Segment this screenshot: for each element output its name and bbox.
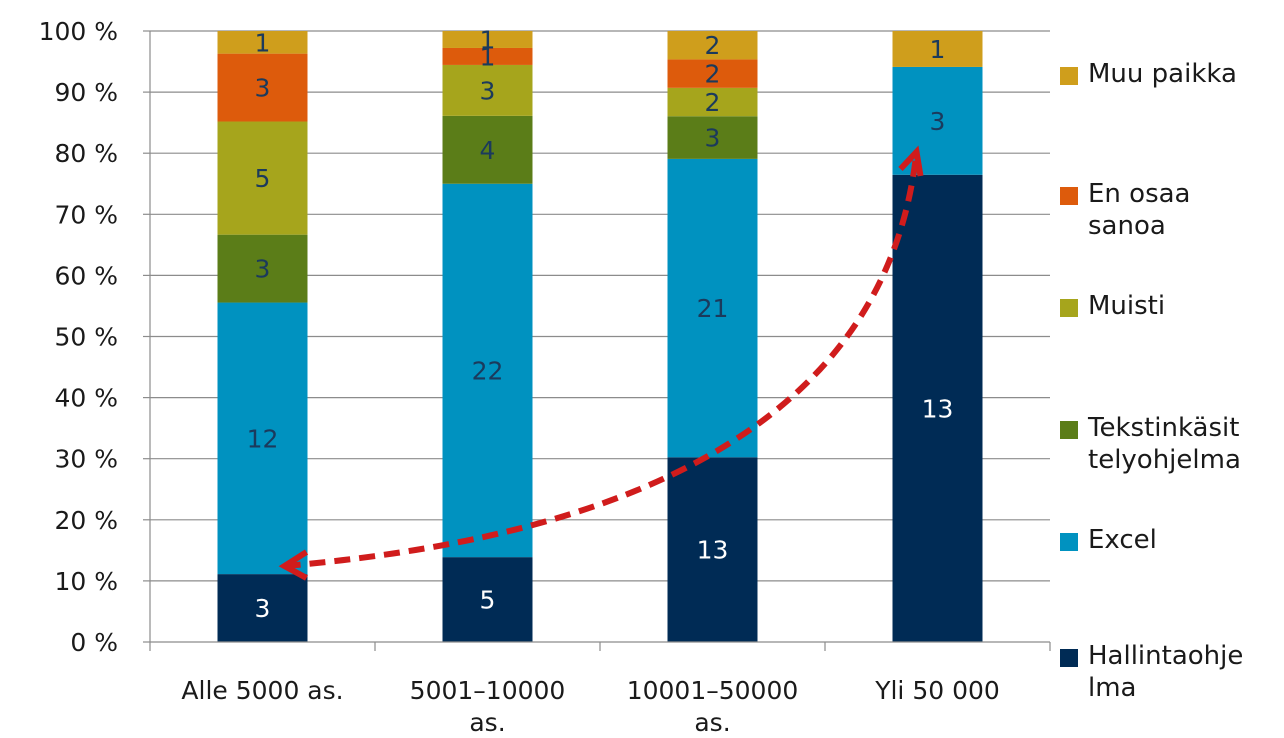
bar-value-label: 3 <box>255 594 271 623</box>
arrow-head-right <box>898 145 924 177</box>
bar-segment <box>442 31 533 48</box>
x-tick-label: 10001–50000 as. <box>627 676 799 737</box>
x-tick-label: 5001–10000 as. <box>410 676 566 737</box>
legend-item: Tekstinkäsit telyohjelma <box>1060 412 1241 476</box>
legend-swatch <box>1060 533 1078 551</box>
bar-value-label: 5 <box>480 586 496 615</box>
legend-label: Muisti <box>1088 291 1166 321</box>
bar-value-label: 3 <box>930 107 946 136</box>
y-tick-label: 90 % <box>54 78 118 107</box>
legend-swatch <box>1060 67 1078 85</box>
legend: Muu paikka En osaa sanoa Muisti Tekstinkäsi… <box>1060 0 1284 738</box>
bar-segment <box>217 121 308 235</box>
stacked-bar-chart: 0 % 10 % 20 % 30 % 40 % 50 % 60 % 70 % 80 % 90 % 1… <box>39 17 1051 737</box>
legend-label: Excel <box>1088 525 1157 555</box>
arrow-head-left <box>278 549 309 581</box>
legend-label: Tekstinkäsit telyohjelma <box>1088 413 1241 475</box>
bar-segment <box>667 59 758 88</box>
legend-label: Hallintaohje lma <box>1088 641 1244 703</box>
y-tick-label: 30 % <box>54 445 118 474</box>
bar-value-label: 13 <box>922 394 954 423</box>
y-tick-label: 10 % <box>54 567 118 596</box>
bar-value-label: 22 <box>472 356 504 385</box>
legend-swatch <box>1060 649 1078 667</box>
y-tick-label: 60 % <box>54 261 118 290</box>
x-tick-label: Yli 50 000 <box>874 676 1000 705</box>
bar-value-label: 12 <box>247 424 279 453</box>
bar-segment <box>217 574 308 642</box>
bar-segment <box>667 158 758 458</box>
bar-value-label: 1 <box>930 35 946 64</box>
bar-segment <box>442 183 533 558</box>
x-tick-label: Alle 5000 as. <box>181 676 343 705</box>
y-tick-labels: 0 % 10 % 20 % 30 % 40 % 50 % 60 % 70 % 80 % 90 % 1… <box>39 17 118 657</box>
y-tick-label: 50 % <box>54 323 118 352</box>
legend-item: Muu paikka <box>1060 58 1237 90</box>
bar-value-label: 5 <box>255 164 271 193</box>
bar-value-label: 3 <box>480 76 496 105</box>
bar-value-label: 2 <box>705 88 721 117</box>
legend-item: Excel <box>1060 524 1157 556</box>
bar-segment <box>217 234 308 303</box>
bar-value-label: 21 <box>697 294 729 323</box>
bar-value-label: 3 <box>255 74 271 103</box>
legend-item: Muisti <box>1060 290 1165 322</box>
bar-segment <box>667 457 758 642</box>
bar-value-label: 3 <box>255 255 271 284</box>
bar-value-label: 3 <box>705 124 721 153</box>
y-tick-label: 20 % <box>54 506 118 535</box>
y-tick-label: 40 % <box>54 384 118 413</box>
bar-segment <box>892 174 983 642</box>
bar-segment <box>892 66 983 175</box>
legend-swatch <box>1060 299 1078 317</box>
bar-segment <box>442 64 533 116</box>
bar-value-label: 1 <box>480 25 496 54</box>
legend-label: En osaa sanoa <box>1088 179 1191 241</box>
bar-value-label: 4 <box>480 136 496 165</box>
bar-value-label: 2 <box>705 60 721 89</box>
legend-item: En osaa sanoa <box>1060 178 1191 242</box>
bar-segment <box>217 302 308 575</box>
x-tick-labels: Alle 5000 as. 5001–10000 as. 10001–50000 as.… <box>181 676 999 737</box>
bar-value-label: 2 <box>705 31 721 60</box>
legend-swatch <box>1060 421 1078 439</box>
legend-swatch <box>1060 187 1078 205</box>
bar-value-label: 1 <box>480 42 496 71</box>
bar-segment <box>667 31 758 60</box>
y-tick-label: 0 % <box>70 628 118 657</box>
legend-label: Muu paikka <box>1088 59 1237 89</box>
bar-value-label: 1 <box>255 28 271 57</box>
bar-segment <box>217 53 308 122</box>
y-tick-label: 100 % <box>39 17 118 46</box>
legend-item: Hallintaohje lma <box>1060 640 1243 704</box>
bars <box>217 31 983 642</box>
bar-value-label: 13 <box>697 536 729 565</box>
arrow-curve <box>284 151 920 569</box>
bar-segment <box>442 115 533 184</box>
bar-segment <box>442 47 533 65</box>
bar-segment <box>442 557 533 642</box>
bar-segment <box>892 31 983 67</box>
bar-segment <box>217 31 308 54</box>
axes <box>143 30 1051 651</box>
bar-segment <box>667 116 758 159</box>
trend-arrow-annotation <box>278 145 924 581</box>
y-tick-label: 70 % <box>54 200 118 229</box>
y-tick-label: 80 % <box>54 139 118 168</box>
bar-segment <box>667 87 758 117</box>
